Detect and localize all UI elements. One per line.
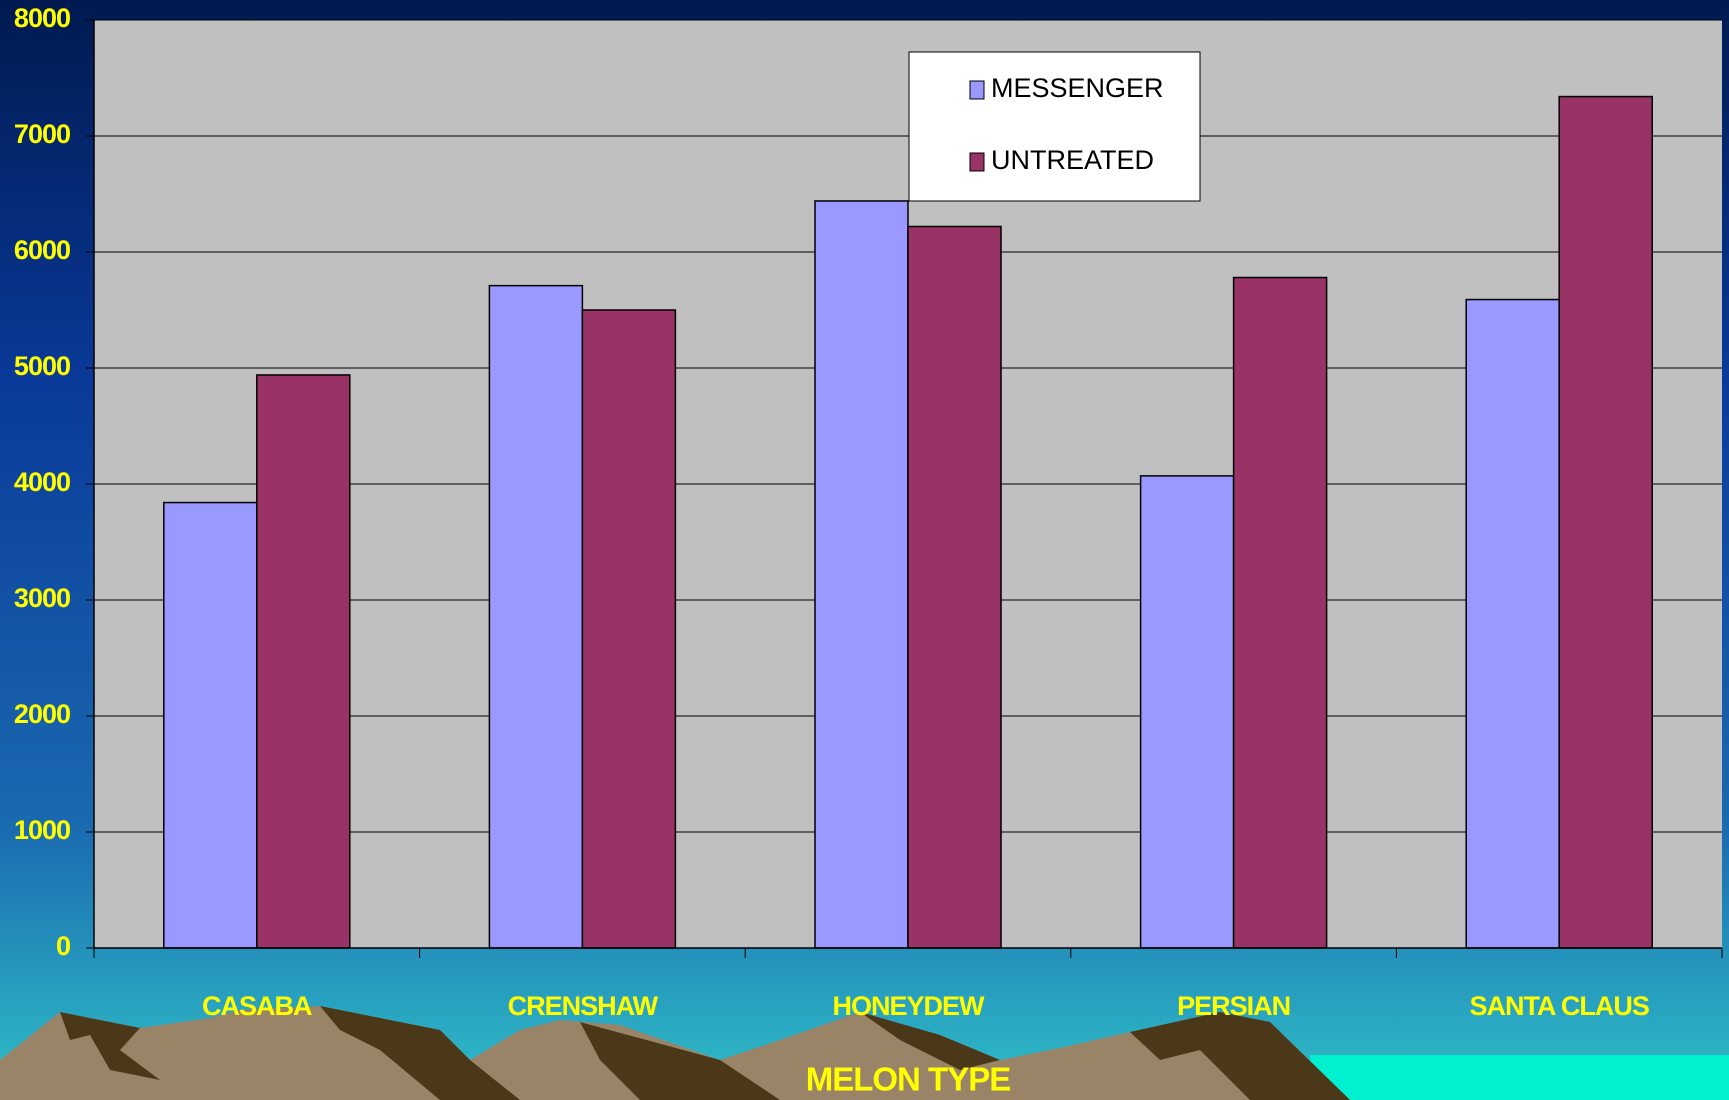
y-tick-label: 3000 <box>14 583 70 613</box>
x-tick-label: HONEYDEW <box>832 991 985 1021</box>
bar <box>814 200 909 949</box>
bar <box>488 284 584 949</box>
x-tick-label: CRENSHAW <box>508 991 659 1021</box>
bar <box>1139 475 1235 949</box>
legend-swatch <box>969 152 985 172</box>
bar <box>581 309 677 949</box>
bar <box>1558 95 1653 949</box>
y-tick-label: 6000 <box>14 235 70 265</box>
bar <box>1232 276 1328 949</box>
legend-box <box>908 51 1201 202</box>
x-tick-label: SANTA CLAUS <box>1469 991 1649 1021</box>
legend-swatch <box>969 80 985 100</box>
mountains <box>0 1006 1350 1100</box>
bar <box>163 501 258 949</box>
bars <box>163 95 1653 949</box>
x-tick-label: PERSIAN <box>1177 991 1290 1021</box>
y-tick-label: 7000 <box>14 119 70 149</box>
bar <box>256 374 351 949</box>
y-tick-label: 4000 <box>14 467 70 497</box>
legend-label: MESSENGER <box>991 73 1164 103</box>
y-tick-label: 5000 <box>14 351 70 381</box>
x-tick-label: CASABA <box>202 991 312 1021</box>
legend-label: UNTREATED <box>991 145 1154 175</box>
y-tick-label: 0 <box>56 931 70 961</box>
bar <box>1465 298 1560 949</box>
y-tick-label: 8000 <box>14 3 70 33</box>
sea <box>1310 1055 1729 1100</box>
bar <box>907 225 1002 949</box>
y-tick-label: 2000 <box>14 699 70 729</box>
x-axis-title: MELON TYPE <box>806 1061 1011 1098</box>
legend: MESSENGER UNTREATED <box>908 51 1201 202</box>
y-tick-label: 1000 <box>14 815 70 845</box>
